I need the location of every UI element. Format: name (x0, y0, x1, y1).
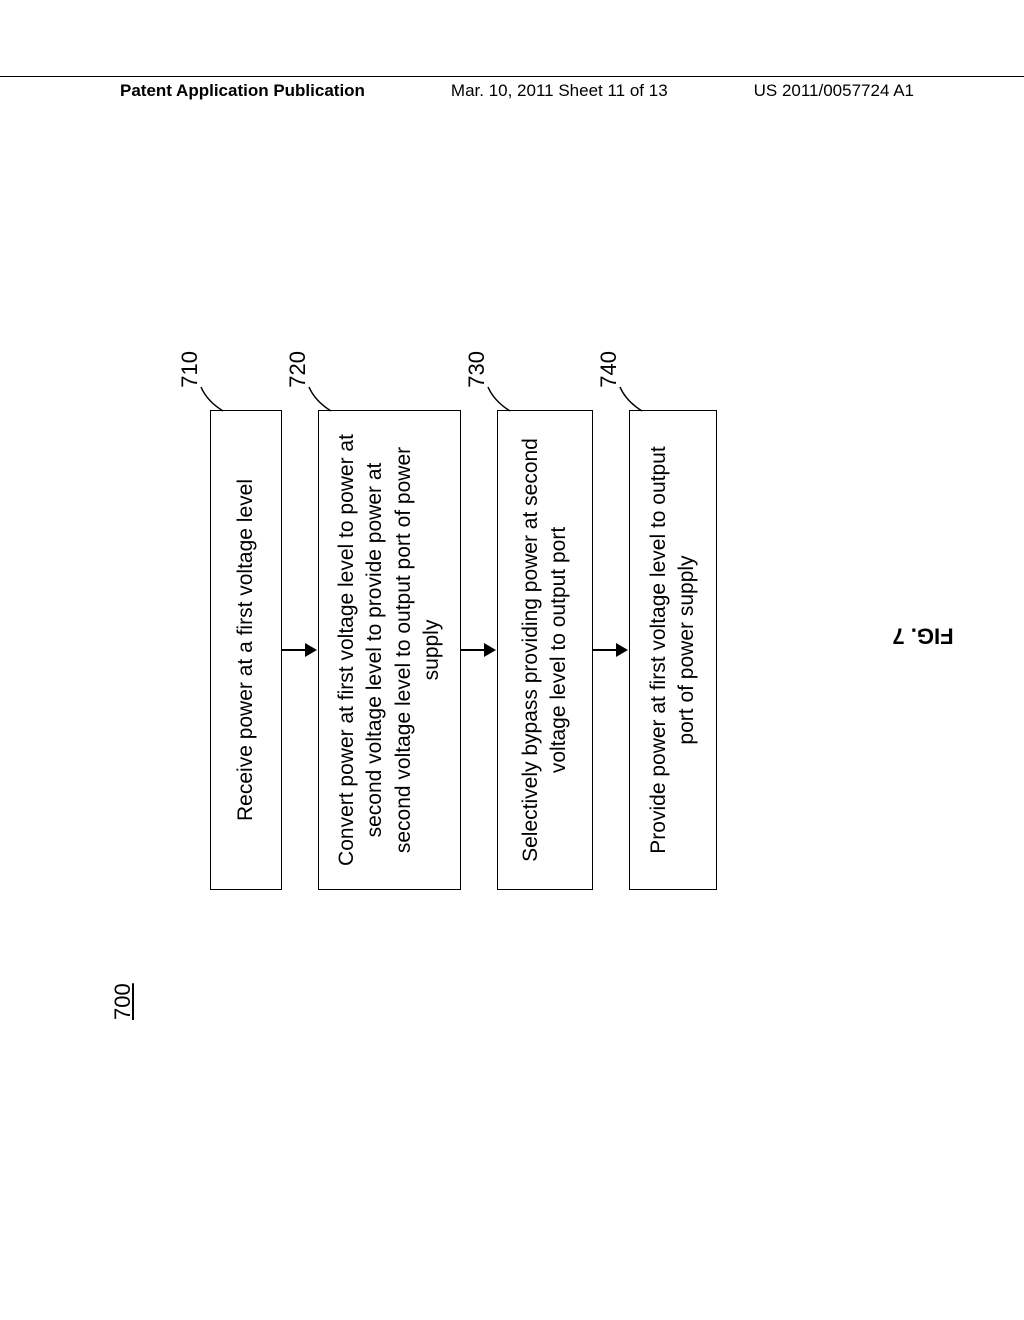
flow-arrow-3 (593, 643, 629, 657)
header-mid: Mar. 10, 2011 Sheet 11 of 13 (451, 81, 668, 101)
flow-step-740: Provide power at first voltage level to … (629, 410, 717, 890)
flow-step-730-text: Selectively bypass providing power at se… (517, 429, 574, 871)
flow-step-720-text: Convert power at first voltage level to … (333, 429, 446, 871)
flow-step-710-text: Receive power at a first voltage level (232, 479, 260, 821)
flow-arrow-1 (282, 643, 318, 657)
ref-720: 720 (283, 351, 313, 388)
flow-step-710: Receive power at a first voltage level 7… (210, 410, 282, 890)
ref-740: 740 (594, 351, 624, 388)
figure-label: FIG. 7 (892, 622, 953, 648)
figure-main-ref: 700 (110, 983, 136, 1020)
ref-730: 730 (462, 351, 492, 388)
flow-step-740-text: Provide power at first voltage level to … (645, 429, 702, 871)
flow-arrow-2 (461, 643, 497, 657)
page-header: Patent Application Publication Mar. 10, … (0, 76, 1024, 101)
flow-step-730: Selectively bypass providing power at se… (497, 410, 593, 890)
figure-7-diagram: 700 Receive power at a first voltage lev… (150, 290, 870, 1010)
header-right: US 2011/0057724 A1 (754, 81, 914, 101)
page-header-row: Patent Application Publication Mar. 10, … (0, 81, 1024, 101)
flow-step-720: Convert power at first voltage level to … (318, 410, 461, 890)
ref-710: 710 (175, 351, 205, 388)
flowchart: Receive power at a first voltage level 7… (210, 380, 717, 920)
header-left: Patent Application Publication (120, 81, 365, 101)
